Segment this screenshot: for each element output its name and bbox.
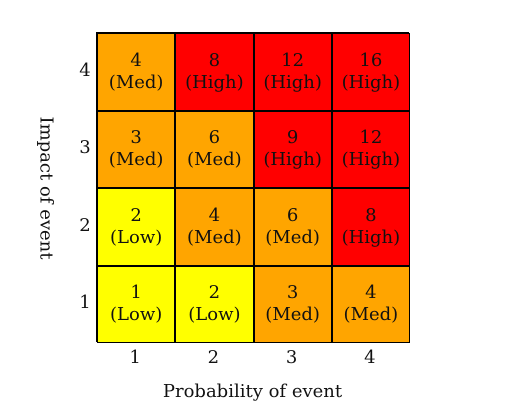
cell-level-label: (High) (341, 226, 401, 248)
cell-level-label: (High) (263, 71, 322, 93)
cell-value-label: 4 (208, 204, 221, 226)
cell-level-label: (Med) (265, 226, 320, 248)
heatmap-cell: 8 (High) (175, 33, 254, 111)
cell-level-label: (Med) (108, 149, 164, 171)
cell-level-label: (Low) (188, 304, 241, 326)
x-tick-label: 4 (364, 347, 376, 368)
heatmap-cell: 8 (High) (331, 188, 410, 266)
cell-level-label: (Low) (110, 226, 163, 248)
cell-value-label: 3 (286, 282, 299, 304)
heatmap-cell: 12 (High) (253, 33, 332, 111)
cell-value-label: 4 (365, 282, 377, 304)
x-axis-label: Probability of event (162, 381, 343, 402)
heatmap-cell: 1 (Low) (97, 265, 176, 343)
heatmap-cell: 9 (High) (253, 110, 332, 188)
cell-level-label: (High) (341, 71, 401, 93)
y-tick-label: 4 (79, 59, 91, 81)
cell-level-label: (Med) (265, 304, 320, 326)
heatmap-cell: 4 (Med) (97, 33, 176, 111)
heatmap-cell: 12 (High) (331, 110, 410, 188)
risk-matrix-grid: 4 (Med) 8 (High) 12 (High) 16 (High) 3 (Med) 6 (Med… (96, 32, 410, 343)
heatmap-cell: 16 (High) (331, 33, 410, 111)
cell-value-label: 2 (208, 282, 221, 304)
heatmap-cell: 6 (Med) (253, 188, 332, 266)
cell-level-label: (High) (341, 149, 401, 171)
cell-value-label: 2 (130, 204, 142, 226)
x-tick-label: 1 (129, 347, 141, 368)
cell-value-label: 9 (286, 127, 299, 149)
cell-value-label: 6 (286, 204, 299, 226)
cell-level-label: (Low) (110, 304, 163, 326)
cell-level-label: (High) (263, 149, 322, 171)
heatmap-cell: 3 (Med) (253, 265, 332, 343)
y-tick-label: 1 (79, 292, 91, 314)
heatmap-cell: 6 (Med) (175, 110, 254, 188)
cell-level-label: (Med) (343, 304, 399, 326)
cell-value-label: 8 (208, 49, 221, 71)
cell-value-label: 16 (359, 49, 383, 71)
heatmap-cell: 3 (Med) (97, 110, 176, 188)
cell-value-label: 1 (130, 282, 142, 304)
cell-level-label: (High) (185, 71, 244, 93)
cell-value-label: 8 (365, 204, 377, 226)
cell-value-label: 12 (359, 127, 383, 149)
y-tick-label: 2 (79, 214, 91, 236)
y-axis-label: Impact of event (35, 116, 57, 260)
cell-level-label: (Med) (187, 226, 242, 248)
heatmap-cell: 2 (Low) (97, 188, 176, 266)
heatmap-cell: 2 (Low) (175, 265, 254, 343)
heatmap-cell: 4 (Med) (175, 188, 254, 266)
cell-level-label: (Med) (187, 149, 242, 171)
cell-value-label: 6 (208, 127, 221, 149)
y-tick-label: 3 (79, 137, 91, 159)
heatmap-cell: 4 (Med) (331, 265, 410, 343)
cell-value-label: 4 (130, 49, 142, 71)
cell-value-label: 12 (281, 49, 305, 71)
x-tick-label: 2 (207, 347, 220, 368)
x-tick-label: 3 (285, 347, 298, 368)
cell-value-label: 3 (130, 127, 142, 149)
cell-level-label: (Med) (108, 71, 164, 93)
